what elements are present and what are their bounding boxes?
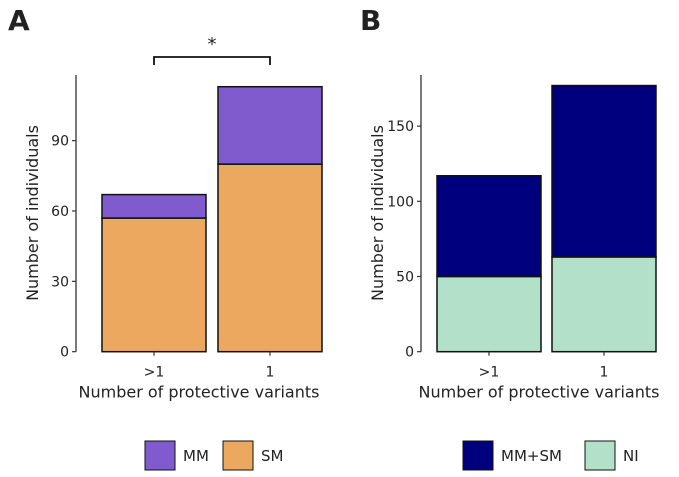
y-tick-label: 150 bbox=[387, 119, 414, 135]
y-tick-label: 0 bbox=[405, 345, 414, 361]
y-tick-label: 60 bbox=[51, 204, 69, 220]
legend-label: SM bbox=[261, 447, 283, 465]
y-tick-label: 90 bbox=[51, 134, 69, 150]
bar-mm-gt1 bbox=[101, 193, 207, 219]
legend-swatch bbox=[144, 440, 176, 471]
bar-ni-1 bbox=[551, 256, 657, 353]
significance-asterisk: * bbox=[208, 34, 217, 55]
y-axis-title: Number of individuals bbox=[23, 125, 42, 301]
panel-b: B 0 50 100 150 >1 1 Number of protective varian… bbox=[360, 4, 660, 471]
y-tick-label: 30 bbox=[51, 274, 69, 290]
significance-bracket bbox=[153, 56, 271, 65]
y-tick-label: 100 bbox=[387, 194, 414, 210]
legend-label: MM bbox=[183, 447, 209, 465]
x-tick-label: 1 bbox=[600, 365, 609, 381]
x-tick-label: >1 bbox=[479, 365, 500, 381]
x-tick-label: 1 bbox=[266, 365, 275, 381]
y-axis-title: Number of individuals bbox=[368, 125, 387, 301]
y-tick-label: 0 bbox=[60, 345, 69, 361]
bar-ni-gt1 bbox=[436, 275, 542, 353]
x-tick-label: >1 bbox=[144, 365, 165, 381]
panel-label: B bbox=[360, 4, 381, 37]
legend-swatch bbox=[584, 440, 616, 471]
panel-a: A 0 30 60 90 >1 1 Number of protective variants… bbox=[8, 4, 323, 471]
bar-mm-sm-1 bbox=[551, 84, 657, 258]
legend-swatch bbox=[462, 440, 494, 471]
x-axis-title: Number of protective variants bbox=[79, 383, 320, 402]
bar-mm-sm-gt1 bbox=[436, 175, 542, 278]
legend-label: NI bbox=[623, 447, 639, 465]
panel-label: A bbox=[8, 4, 30, 37]
bar-mm-1 bbox=[217, 85, 323, 165]
legend-label: MM+SM bbox=[501, 447, 562, 465]
x-axis-title: Number of protective variants bbox=[419, 383, 660, 402]
bar-sm-1 bbox=[217, 163, 323, 353]
legend-swatch bbox=[222, 440, 254, 471]
y-tick-label: 50 bbox=[396, 270, 414, 286]
bar-sm-gt1 bbox=[101, 217, 207, 353]
